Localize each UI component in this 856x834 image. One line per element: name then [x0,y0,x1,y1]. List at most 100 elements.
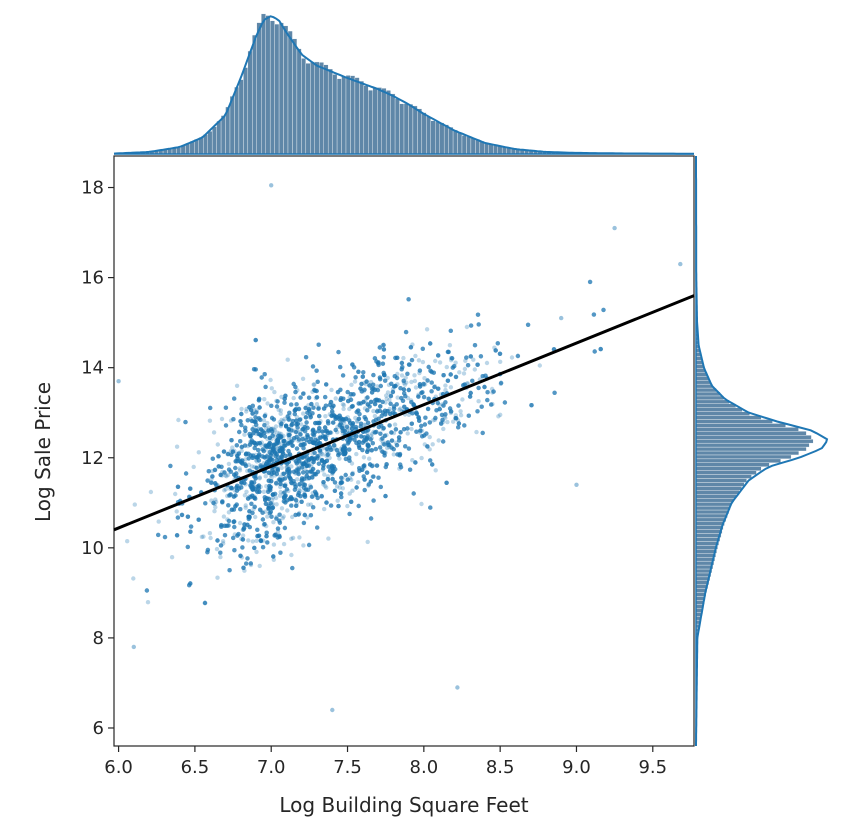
scatter-point [270,506,275,511]
scatter-point [372,387,378,392]
scatter-point [391,406,397,411]
scatter-point [350,470,355,476]
scatter-point [261,448,266,454]
scatter-point [289,536,294,541]
scatter-point [337,423,342,428]
scatter-point [302,476,307,481]
scatter-point [339,480,345,485]
scatter-point [239,411,244,417]
scatter-point [188,486,193,491]
scatter-point [279,441,284,447]
scatter-point [262,413,268,419]
scatter-point [426,396,431,401]
scatter-point [294,503,299,508]
scatter-point [248,484,253,490]
scatter-point [285,508,290,513]
scatter-point [253,452,258,458]
scatter-point [304,476,310,481]
scatter-point [413,353,418,359]
scatter-point [302,454,307,459]
scatter-point [283,393,288,398]
scatter-point [416,415,421,421]
scatter-point [247,442,253,447]
scatter-point [453,374,459,380]
scatter-point [464,355,469,360]
scatter-point [425,406,431,412]
scatter-point [390,389,396,395]
scatter-point [342,447,347,453]
scatter-point [289,503,294,508]
scatter-point [312,430,317,435]
scatter-point [338,364,343,370]
scatter-point [281,495,287,500]
scatter-point [275,441,280,446]
scatter-point [328,430,333,435]
scatter-point [302,467,307,472]
scatter-point [343,456,349,462]
scatter-point [328,430,333,435]
scatter-point [339,494,344,500]
scatter-point [262,372,267,377]
scatter-point [306,542,312,548]
scatter-point [437,360,443,365]
scatter-point [287,496,293,501]
scatter-point [294,446,300,451]
scatter-point [365,395,370,400]
scatter-point [280,449,285,455]
scatter-point [409,421,414,426]
scatter-point [485,390,490,395]
scatter-point [310,490,315,496]
scatter-point [376,416,381,421]
scatter-point [296,471,301,477]
scatter-point [421,394,427,400]
scatter-point [357,445,362,450]
scatter-point [433,415,438,421]
scatter-point [175,484,181,489]
scatter-point [270,502,275,508]
marginal-y-bar [695,446,807,452]
scatter-point [365,434,370,439]
marginal-x-bar [176,147,182,155]
scatter-point [270,468,275,473]
scatter-point [272,389,277,395]
marginal-x-bar [310,61,315,155]
marginal-x-bar [319,62,324,155]
scatter-point [268,453,273,458]
scatter-point [272,473,278,478]
scatter-point [313,388,318,393]
scatter-point [270,447,276,453]
scatter-point [219,523,224,528]
scatter-point [403,329,409,335]
scatter-point [257,507,263,512]
scatter-point [365,443,370,448]
scatter-point [256,427,261,432]
scatter-point [275,467,280,472]
scatter-point [310,428,315,433]
scatter-point [239,480,244,485]
scatter-point [340,448,346,453]
scatter-point [357,411,362,417]
scatter-point [397,466,402,471]
scatter-point [371,429,376,434]
scatter-point [248,434,253,439]
scatter-point [392,422,398,427]
scatter-point [329,463,335,468]
marginal-x-bar [296,48,302,155]
scatter-point [300,461,306,467]
scatter-point [251,440,256,445]
scatter-point [245,522,250,527]
scatter-point [448,372,453,377]
scatter-point [231,417,236,422]
scatter-point [342,452,347,457]
scatter-point [388,411,393,417]
scatter-point [433,358,438,364]
scatter-point [287,413,292,418]
scatter-point [347,511,352,517]
scatter-point [376,475,381,480]
scatter-point [300,461,305,466]
scatter-point [222,488,227,493]
scatter-point [478,354,484,359]
scatter-point [294,418,299,423]
scatter-point [332,443,337,448]
scatter-point [256,447,261,453]
